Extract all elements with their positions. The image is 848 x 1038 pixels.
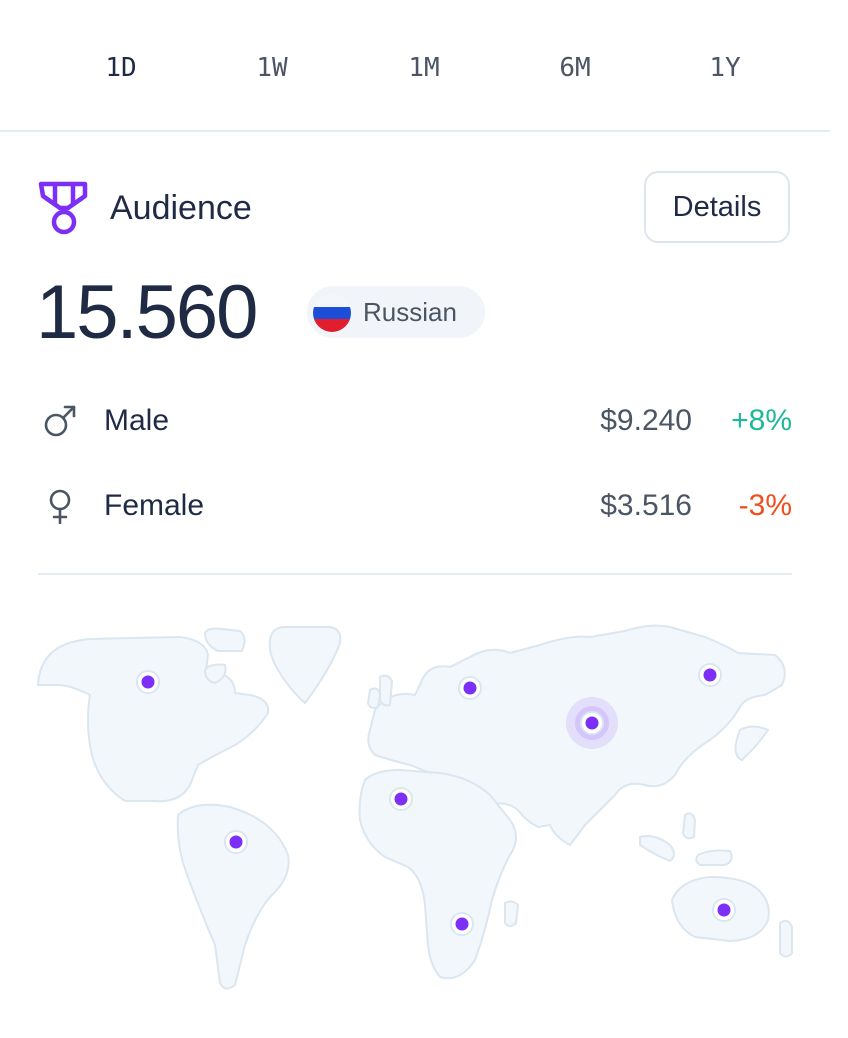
details-button[interactable]: Details — [644, 171, 790, 243]
greenland-shape — [268, 626, 342, 704]
tab-1w[interactable]: 1W — [256, 53, 288, 83]
island-shape — [639, 835, 675, 862]
male-icon — [44, 405, 76, 437]
female-icon — [49, 489, 71, 524]
russia-flag-icon — [313, 294, 351, 332]
map-marker — [458, 676, 482, 700]
gender-label: Male — [104, 404, 170, 437]
divider — [38, 573, 792, 575]
country-label: Russian — [363, 297, 457, 327]
tab-1m[interactable]: 1M — [408, 53, 440, 83]
map-marker-highlighted — [580, 711, 604, 735]
map-marker — [450, 912, 474, 936]
medal-icon — [38, 181, 88, 235]
new-zealand-shape — [779, 919, 793, 958]
map-marker — [389, 787, 413, 811]
arctic-island-shape — [204, 663, 227, 684]
map-marker — [712, 898, 736, 922]
madagascar-shape — [504, 900, 519, 927]
north-america-shape — [37, 636, 270, 803]
gender-row-female: Female $3.516 -3% — [36, 478, 792, 534]
tab-6m[interactable]: 6M — [559, 53, 591, 83]
card-title: Audience — [110, 189, 252, 227]
gender-row-male: Male $9.240 +8% — [36, 393, 792, 449]
island-shape — [367, 687, 381, 709]
island-shape — [682, 812, 696, 840]
island-shape — [734, 725, 769, 761]
gender-label: Female — [104, 489, 205, 522]
gender-change: -3% — [738, 489, 792, 522]
audience-total: 15.560 — [36, 270, 258, 355]
island-shape — [379, 674, 393, 707]
tab-1y[interactable]: 1Y — [709, 53, 741, 83]
island-shape — [695, 849, 733, 866]
map-marker — [698, 663, 722, 687]
map-marker — [224, 830, 248, 854]
gender-value: $9.240 — [600, 404, 692, 437]
tab-1d[interactable]: 1D — [105, 53, 137, 83]
country-badge[interactable]: Russian — [307, 286, 485, 338]
timeframe-tabs: 1D 1W 1M 6M 1Y — [0, 0, 830, 132]
world-map — [37, 624, 793, 990]
africa-shape — [358, 769, 517, 980]
gender-change: +8% — [731, 404, 792, 437]
south-america-shape — [176, 803, 290, 990]
arctic-island-shape — [204, 627, 246, 652]
gender-value: $3.516 — [600, 489, 692, 522]
map-marker — [136, 670, 160, 694]
